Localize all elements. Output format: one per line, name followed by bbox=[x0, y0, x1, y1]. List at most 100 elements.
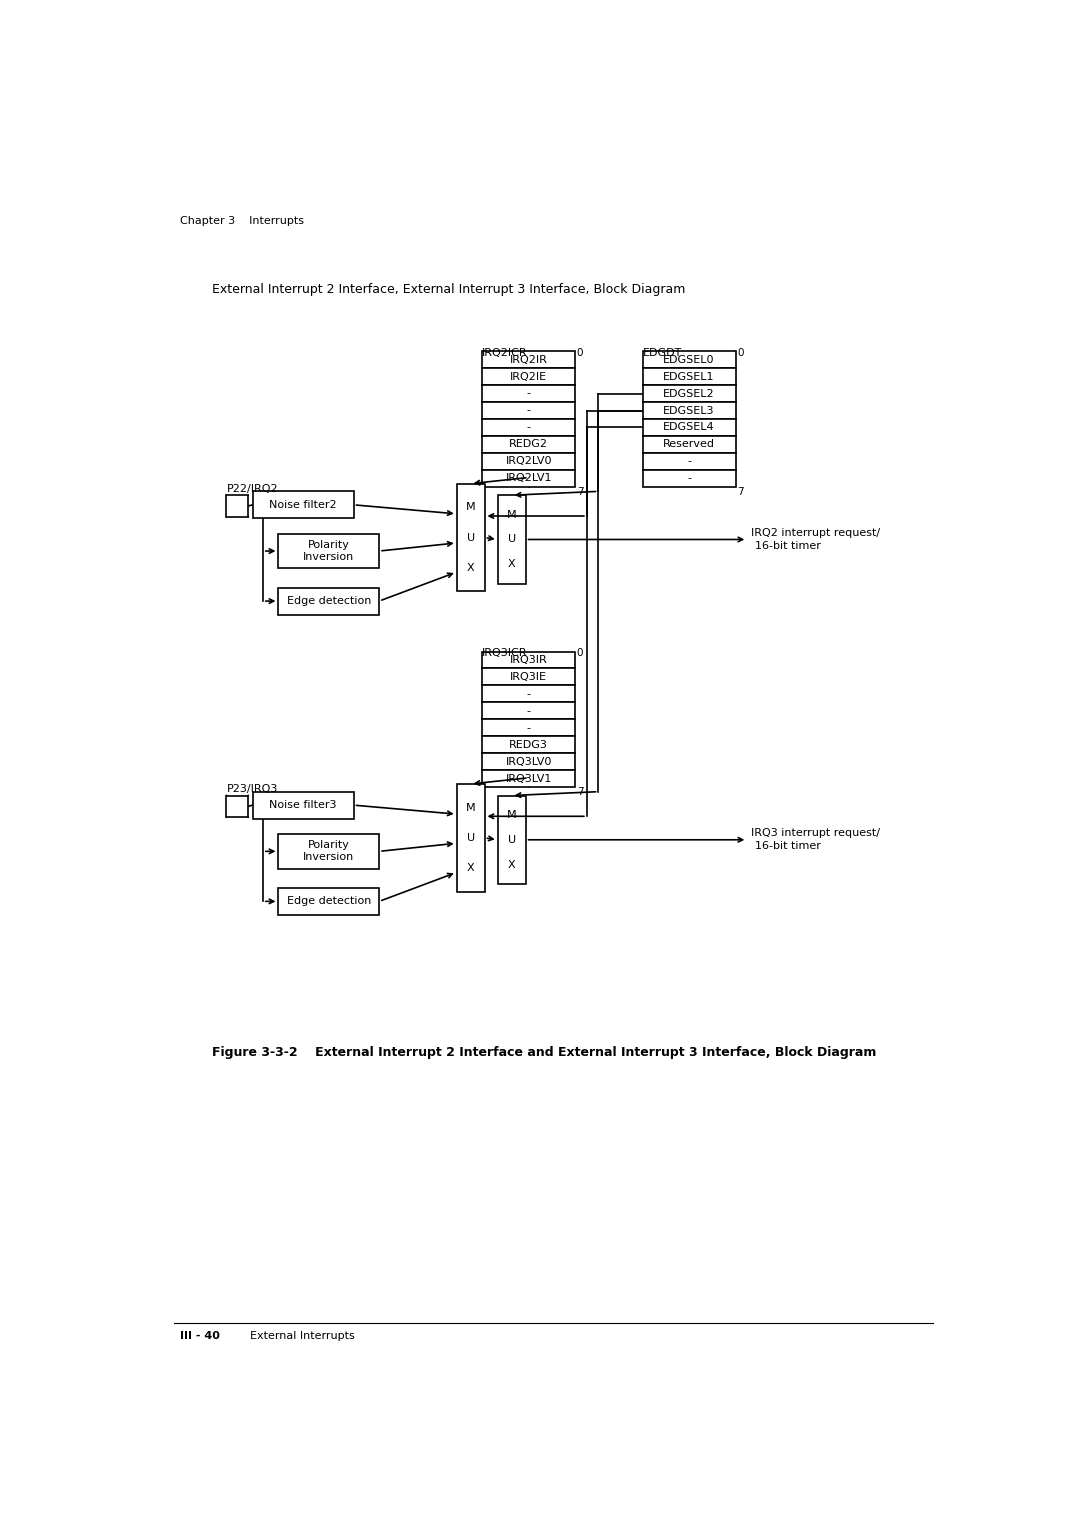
Text: IRQ2IR: IRQ2IR bbox=[510, 354, 548, 365]
Bar bbox=[482, 351, 576, 368]
Bar bbox=[253, 492, 353, 518]
Bar bbox=[457, 484, 485, 591]
Text: M: M bbox=[507, 510, 516, 520]
Bar bbox=[279, 888, 379, 915]
Text: Polarity: Polarity bbox=[308, 840, 350, 851]
Text: 0: 0 bbox=[738, 348, 744, 358]
Text: REDG3: REDG3 bbox=[510, 740, 549, 750]
Bar bbox=[482, 703, 576, 720]
Bar bbox=[482, 736, 576, 753]
Text: III - 40: III - 40 bbox=[180, 1331, 220, 1340]
Text: 7: 7 bbox=[738, 487, 744, 497]
Text: EDGSEL0: EDGSEL0 bbox=[663, 354, 715, 365]
Text: IRQ2 interrupt request/: IRQ2 interrupt request/ bbox=[751, 529, 880, 538]
Bar bbox=[253, 792, 353, 819]
Bar bbox=[643, 402, 735, 419]
Text: P22/IRQ2: P22/IRQ2 bbox=[227, 484, 278, 494]
Bar bbox=[482, 402, 576, 419]
Text: -: - bbox=[687, 474, 691, 483]
Text: X: X bbox=[508, 860, 515, 869]
Text: -: - bbox=[527, 422, 530, 432]
Bar bbox=[457, 784, 485, 892]
Text: 7: 7 bbox=[577, 787, 583, 798]
Bar bbox=[482, 469, 576, 487]
Text: -: - bbox=[527, 723, 530, 733]
Bar bbox=[643, 435, 735, 452]
Bar bbox=[279, 588, 379, 614]
Text: IRQ3IR: IRQ3IR bbox=[510, 656, 548, 665]
Text: U: U bbox=[467, 533, 474, 542]
Bar bbox=[482, 419, 576, 435]
Bar bbox=[643, 351, 735, 368]
Text: 7: 7 bbox=[577, 487, 583, 497]
Text: EDGSEL1: EDGSEL1 bbox=[663, 371, 715, 382]
Text: 16-bit timer: 16-bit timer bbox=[755, 541, 821, 552]
Text: Edge detection: Edge detection bbox=[286, 596, 370, 607]
Text: U: U bbox=[508, 834, 516, 845]
Bar bbox=[482, 770, 576, 787]
Text: U: U bbox=[467, 833, 474, 843]
Bar bbox=[482, 435, 576, 452]
Bar bbox=[279, 834, 379, 868]
Bar bbox=[279, 533, 379, 568]
Text: -: - bbox=[527, 388, 530, 399]
Text: X: X bbox=[508, 559, 515, 570]
Text: IRQ2IE: IRQ2IE bbox=[510, 371, 548, 382]
Text: Reserved: Reserved bbox=[663, 440, 715, 449]
Text: U: U bbox=[508, 535, 516, 544]
Text: X: X bbox=[467, 562, 474, 573]
Text: -: - bbox=[687, 457, 691, 466]
Text: REDG2: REDG2 bbox=[509, 440, 549, 449]
Text: Chapter 3    Interrupts: Chapter 3 Interrupts bbox=[180, 215, 303, 226]
Text: Figure 3-3-2    External Interrupt 2 Interface and External Interrupt 3 Interfac: Figure 3-3-2 External Interrupt 2 Interf… bbox=[213, 1045, 877, 1059]
Text: IRQ2LV1: IRQ2LV1 bbox=[505, 474, 552, 483]
Bar bbox=[482, 385, 576, 402]
Text: IRQ3LV1: IRQ3LV1 bbox=[505, 773, 552, 784]
Text: EDGSEL2: EDGSEL2 bbox=[663, 388, 715, 399]
Text: M: M bbox=[465, 802, 475, 813]
Text: IRQ3ICR: IRQ3ICR bbox=[482, 648, 528, 659]
Text: X: X bbox=[467, 863, 474, 872]
Text: Polarity: Polarity bbox=[308, 539, 350, 550]
Bar bbox=[482, 368, 576, 385]
Bar bbox=[498, 796, 526, 885]
Text: M: M bbox=[507, 810, 516, 821]
Bar bbox=[643, 368, 735, 385]
Text: P23/IRQ3: P23/IRQ3 bbox=[227, 784, 278, 795]
Text: 0: 0 bbox=[577, 648, 583, 659]
Text: -: - bbox=[527, 405, 530, 416]
Bar bbox=[643, 469, 735, 487]
Text: Noise filter2: Noise filter2 bbox=[269, 500, 337, 510]
Bar bbox=[643, 419, 735, 435]
Text: 16-bit timer: 16-bit timer bbox=[755, 842, 821, 851]
Text: EDGSEL4: EDGSEL4 bbox=[663, 422, 715, 432]
Text: Inversion: Inversion bbox=[303, 853, 354, 862]
Text: Inversion: Inversion bbox=[303, 552, 354, 562]
Bar bbox=[482, 651, 576, 668]
Text: IRQ3IE: IRQ3IE bbox=[510, 672, 548, 681]
Bar bbox=[227, 796, 248, 817]
Bar bbox=[482, 753, 576, 770]
Bar bbox=[227, 495, 248, 516]
Bar bbox=[643, 385, 735, 402]
Text: IRQ3LV0: IRQ3LV0 bbox=[505, 756, 552, 767]
Bar bbox=[482, 720, 576, 736]
Text: External Interrupt 2 Interface, External Interrupt 3 Interface, Block Diagram: External Interrupt 2 Interface, External… bbox=[213, 284, 686, 296]
Bar bbox=[482, 686, 576, 703]
Text: External Interrupts: External Interrupts bbox=[249, 1331, 354, 1340]
Bar bbox=[498, 495, 526, 584]
Bar bbox=[482, 668, 576, 686]
Bar bbox=[643, 452, 735, 469]
Text: IRQ2ICR: IRQ2ICR bbox=[482, 348, 528, 358]
Text: EDGSEL3: EDGSEL3 bbox=[663, 405, 715, 416]
Text: EDGDT: EDGDT bbox=[643, 348, 681, 358]
Text: Noise filter3: Noise filter3 bbox=[269, 801, 337, 810]
Text: M: M bbox=[465, 503, 475, 512]
Text: 0: 0 bbox=[577, 348, 583, 358]
Text: IRQ3 interrupt request/: IRQ3 interrupt request/ bbox=[751, 828, 880, 839]
Bar bbox=[482, 452, 576, 469]
Text: IRQ2LV0: IRQ2LV0 bbox=[505, 457, 552, 466]
Text: -: - bbox=[527, 706, 530, 715]
Text: -: - bbox=[527, 689, 530, 698]
Text: Edge detection: Edge detection bbox=[286, 897, 370, 906]
